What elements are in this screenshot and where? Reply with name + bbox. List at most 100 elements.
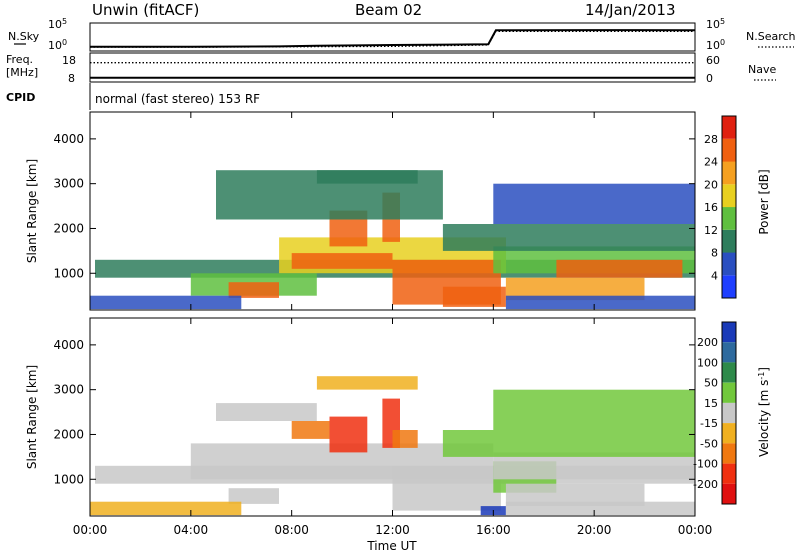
velocity-cbar-tick-5: -50 — [700, 437, 718, 450]
velocity-ylabel: Slant Range [km] — [25, 365, 39, 469]
power-panel: 1000 2000 3000 4000 Slant Range [km] 4 8 12 16… — [25, 111, 771, 311]
power-cbar-tick-1: 8 — [711, 247, 718, 260]
noise-panel-frame — [89, 22, 696, 52]
power-region-16 — [90, 295, 242, 310]
velocity-cbar-frame — [721, 321, 737, 505]
velocity-cbar-tick-7: -200 — [693, 478, 718, 491]
power-region-4 — [291, 253, 393, 269]
velocity-cbar-bin-7 — [722, 463, 736, 484]
noise-right-tick-top: 105 — [706, 17, 725, 31]
velocity-cbar-tick-1: 100 — [697, 356, 718, 369]
power-cbar-bin-7 — [722, 116, 736, 139]
velocity-xlabel: Time UT — [366, 539, 417, 553]
velocity-cbar-tick-0: 200 — [697, 336, 718, 349]
velocity-xtick-label-5: 20:00 — [577, 523, 612, 537]
velocity-cbar-bin-0 — [722, 322, 736, 343]
noise-left-tick-bottom: 100 — [48, 38, 67, 52]
velocity-region-2 — [228, 488, 279, 504]
date-title: 14/Jan/2013 — [585, 1, 676, 19]
velocity-cbar-bin-5 — [722, 423, 736, 444]
noise-right-tick-bottom: 100 — [706, 38, 725, 52]
power-region-13 — [316, 170, 418, 184]
power-cbar-tick-6: 28 — [704, 133, 718, 146]
freq-label-1: Freq. — [6, 53, 33, 66]
power-cbar-tick-3: 16 — [704, 201, 718, 214]
velocity-cbar-tick-4: -15 — [700, 417, 718, 430]
power-cbar-bin-4 — [722, 184, 736, 208]
power-cbar-bin-1 — [722, 252, 736, 276]
velocity-xtick-label-6: 00:00 — [678, 523, 713, 537]
power-cbar-frame — [721, 115, 737, 299]
site-title: Unwin (fitACF) — [92, 1, 199, 19]
cpid-panel: CPID normal (fast stereo) 153 RF — [6, 83, 260, 110]
velocity-xtick-label-2: 08:00 — [274, 523, 309, 537]
velocity-xaxis: 00:00 04:00 08:00 12:00 16:00 20:00 00:00 — [73, 318, 713, 537]
power-ytick-label-0: 1000 — [53, 266, 84, 280]
velocity-cbar-bin-3 — [722, 382, 736, 403]
nave-label: Nave — [748, 63, 776, 76]
noise-right-label: N.Search — [746, 30, 796, 43]
power-yaxis: 1000 2000 3000 4000 — [53, 132, 695, 280]
velocity-xtick-label-4: 16:00 — [476, 523, 511, 537]
velocity-region-17 — [505, 501, 695, 516]
velocity-ytick-label-1: 2000 — [53, 427, 84, 441]
power-region-14 — [442, 224, 695, 251]
velocity-region-7 — [392, 465, 501, 511]
power-colorbar-label: Power [dB] — [757, 169, 771, 234]
velocity-cbar-tick-6: -100 — [693, 458, 718, 471]
velocity-region-5 — [392, 430, 418, 448]
velocity-region-13 — [216, 403, 317, 421]
frequency-panel-frame — [89, 52, 696, 83]
cpid-label: CPID — [6, 91, 35, 104]
velocity-cbar-bin-4 — [722, 402, 736, 424]
noise-left-tick-top: 105 — [48, 17, 67, 31]
nave-tick-top: 60 — [706, 54, 720, 67]
power-region-2 — [228, 282, 279, 298]
nave-tick-bottom: 0 — [706, 72, 713, 85]
power-cbar-tick-0: 4 — [711, 269, 718, 282]
noise-panel: N.Sky 105 100 105 100 N.Search — [8, 17, 796, 52]
velocity-ytick-label-0: 1000 — [53, 472, 84, 486]
velocity-cbar-tick-2: 50 — [704, 377, 718, 390]
velocity-region-6 — [291, 421, 330, 439]
velocity-cbar-tick-3: 15 — [704, 397, 718, 410]
velocity-region-12 — [493, 389, 695, 430]
velocity-region-11 — [442, 430, 695, 457]
power-region-9 — [505, 277, 645, 301]
power-region-15 — [493, 183, 695, 224]
frequency-series-group — [90, 62, 695, 79]
velocity-region-14 — [316, 376, 418, 390]
power-cbar-tick-4: 20 — [704, 178, 718, 191]
velocity-ytick-label-3: 4000 — [53, 338, 84, 352]
freq-tick-bottom: 8 — [68, 72, 75, 85]
power-cbar-tick-5: 24 — [704, 156, 718, 169]
power-region-8 — [442, 286, 506, 307]
power-cbar-tick-2: 12 — [704, 224, 718, 237]
power-colorbar: 4 8 12 16 20 24 28 — [704, 115, 737, 299]
power-ytick-label-1: 2000 — [53, 221, 84, 235]
velocity-xtick-label-1: 04:00 — [174, 523, 209, 537]
velocity-xtick-label-0: 00:00 — [73, 523, 108, 537]
power-ylabel: Slant Range [km] — [25, 159, 39, 263]
velocity-panel: 1000 2000 3000 4000 00:00 04:00 08:00 12:00 16:… — [25, 317, 771, 553]
power-cbar-bin-2 — [722, 229, 736, 253]
freq-label-2: [MHz] — [6, 66, 38, 79]
power-cbar-bin-5 — [722, 161, 736, 185]
power-region-11 — [556, 259, 683, 278]
velocity-yaxis: 1000 2000 3000 4000 — [53, 338, 695, 486]
power-cbar-bin-3 — [722, 207, 736, 230]
velocity-colorbar-label: Velocity [m s-1] — [757, 367, 771, 457]
velocity-region-9 — [505, 483, 645, 507]
beam-title: Beam 02 — [355, 1, 422, 19]
freq-tick-top: 18 — [62, 54, 76, 67]
velocity-cbar-bin-1 — [722, 342, 736, 363]
noise-left-label: N.Sky — [8, 30, 40, 43]
velocity-cbar-bin-6 — [722, 443, 736, 464]
power-cbar-bin-6 — [722, 138, 736, 162]
velocity-xtick-label-3: 12:00 — [375, 523, 410, 537]
noise-series-group — [90, 29, 696, 48]
power-region-17 — [505, 295, 695, 310]
velocity-ytick-label-2: 3000 — [53, 383, 84, 397]
